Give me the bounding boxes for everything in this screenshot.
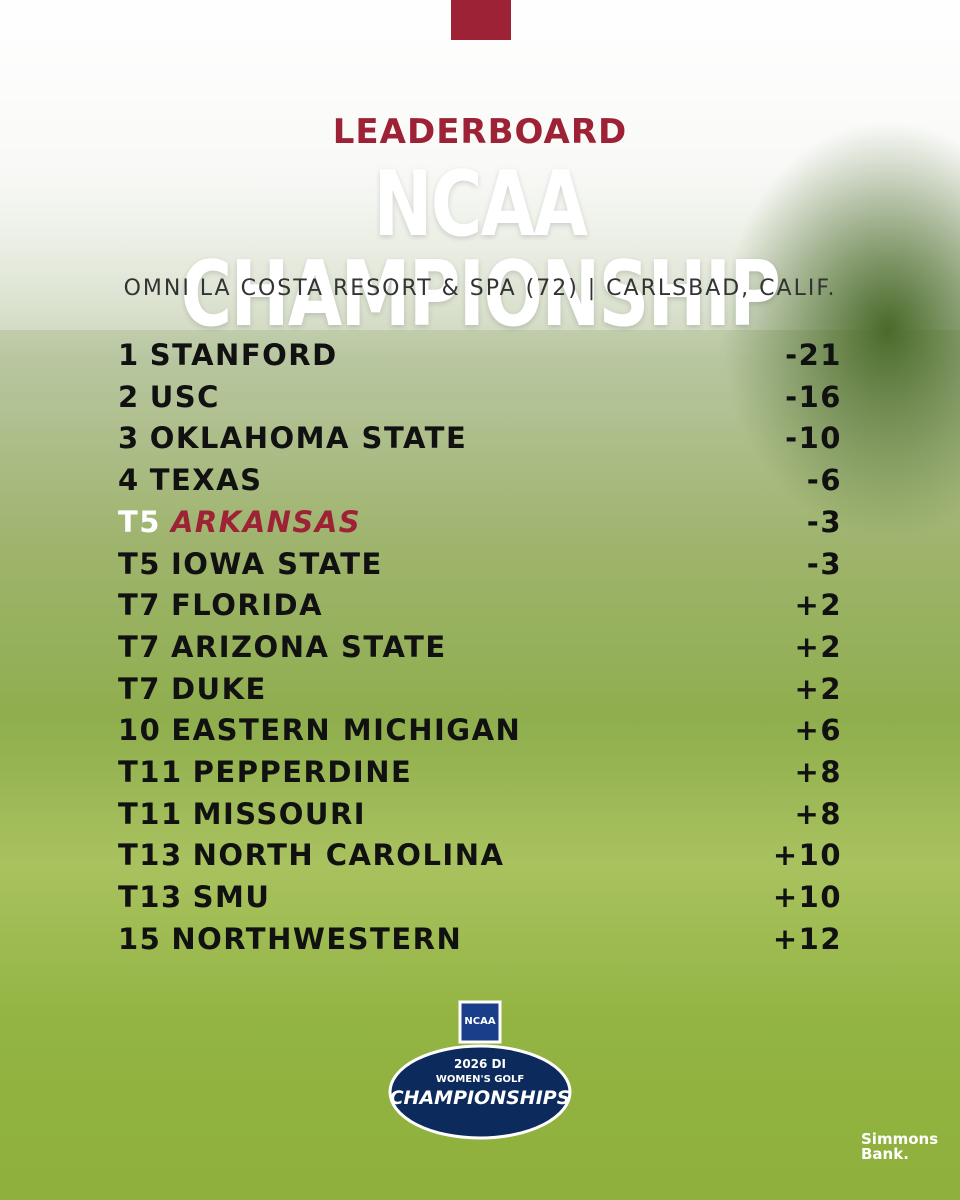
position: 3 (118, 421, 140, 456)
logo-badge: NCAA (464, 1016, 495, 1027)
position: T5 (118, 504, 161, 539)
leaderboard-row: T7 FLORIDA +2 (118, 588, 842, 628)
leaderboard-row: T13 SMU +10 (118, 880, 842, 920)
team: STANFORD (149, 338, 338, 372)
team: NORTH CAROLINA (192, 838, 505, 873)
score: +6 (794, 713, 842, 748)
score: +10 (772, 880, 842, 915)
label: LEADERBOARD (332, 112, 628, 152)
score: +8 (794, 755, 842, 789)
position: 4 (118, 463, 140, 498)
position: 15 (118, 921, 162, 956)
position: T13 (118, 880, 183, 915)
team: ARIZONA STATE (170, 629, 447, 664)
position: 2 (118, 379, 140, 414)
leaderboard-row: 2 USC -16 (118, 380, 842, 420)
trees (720, 120, 960, 540)
score: -6 (806, 463, 842, 498)
leaderboard-row: T7 DUKE +2 (118, 672, 842, 712)
sponsor: Simmons Bank. (825, 1132, 938, 1162)
leaderboard-row: 3 OKLAHOMA STATE -10 (118, 421, 842, 461)
logo-name: CHAMPIONSHIPS (390, 1087, 571, 1109)
team: NORTHWESTERN (171, 921, 463, 956)
position: T13 (118, 838, 183, 873)
leaderboard-row: 10 EASTERN MICHIGAN +6 (118, 713, 842, 753)
position: T7 (118, 629, 161, 664)
score: -16 (785, 379, 842, 414)
position: T7 (118, 671, 161, 706)
team: PEPPERDINE (192, 755, 413, 789)
position: T7 (118, 588, 161, 623)
leaderboard-row: T5 IOWA STATE -3 (118, 547, 842, 587)
score: -3 (806, 504, 842, 539)
score: +12 (772, 921, 842, 956)
score: +10 (772, 838, 842, 873)
position: T11 (118, 755, 183, 789)
leaderboard-row: 4 TEXAS -6 (118, 463, 842, 503)
team: USC (149, 379, 220, 414)
leaderboard-row: T5 ARKANSAS -3 (118, 505, 842, 545)
score: +2 (794, 588, 842, 623)
title: NCAA CHAMPIONSHIP (180, 152, 781, 347)
team: DUKE (170, 671, 267, 706)
position: T5 (118, 546, 161, 581)
team: EASTERN MICHIGAN (171, 713, 522, 748)
sponsor-suffix: Bank. (861, 1145, 909, 1163)
position: 1 (118, 338, 140, 372)
score: +8 (794, 796, 842, 831)
team: ARKANSAS (170, 504, 362, 539)
leaderboard-row: T7 ARIZONA STATE +2 (118, 630, 842, 670)
leaderboard-row: T13 NORTH CAROLINA +10 (118, 838, 842, 878)
score: -21 (785, 338, 842, 372)
team: FLORIDA (170, 588, 324, 623)
position: 10 (118, 713, 162, 748)
team: IOWA STATE (170, 546, 383, 581)
logo-line: WOMEN'S GOLF (436, 1074, 524, 1085)
logo-year: 2026 DI (454, 1057, 506, 1071)
leaderboard-row: T11 PEPPERDINE +8 (118, 755, 842, 795)
team: MISSOURI (192, 796, 367, 831)
score: +2 (794, 629, 842, 664)
subtitle: OMNI LA COSTA RESORT & SPA (72) | CARLSB… (123, 276, 837, 301)
score: +2 (794, 671, 842, 706)
score: -3 (806, 546, 842, 581)
leaderboard-row: 1 STANFORD -21 (118, 338, 842, 378)
score: -10 (785, 421, 842, 456)
team: OKLAHOMA STATE (149, 421, 468, 456)
team: SMU (192, 880, 271, 915)
leaderboard-row: T11 MISSOURI +8 (118, 797, 842, 837)
team: TEXAS (149, 463, 263, 498)
leaderboard-row: 15 NORTHWESTERN +12 (118, 922, 842, 962)
team-logo (451, 0, 511, 40)
position: T11 (118, 796, 183, 831)
sponsor-name: Simmons (861, 1130, 939, 1148)
event-logo: NCAA 2026 DI WOMEN'S GOLF CHAMPIONSHIPS (388, 1000, 572, 1140)
